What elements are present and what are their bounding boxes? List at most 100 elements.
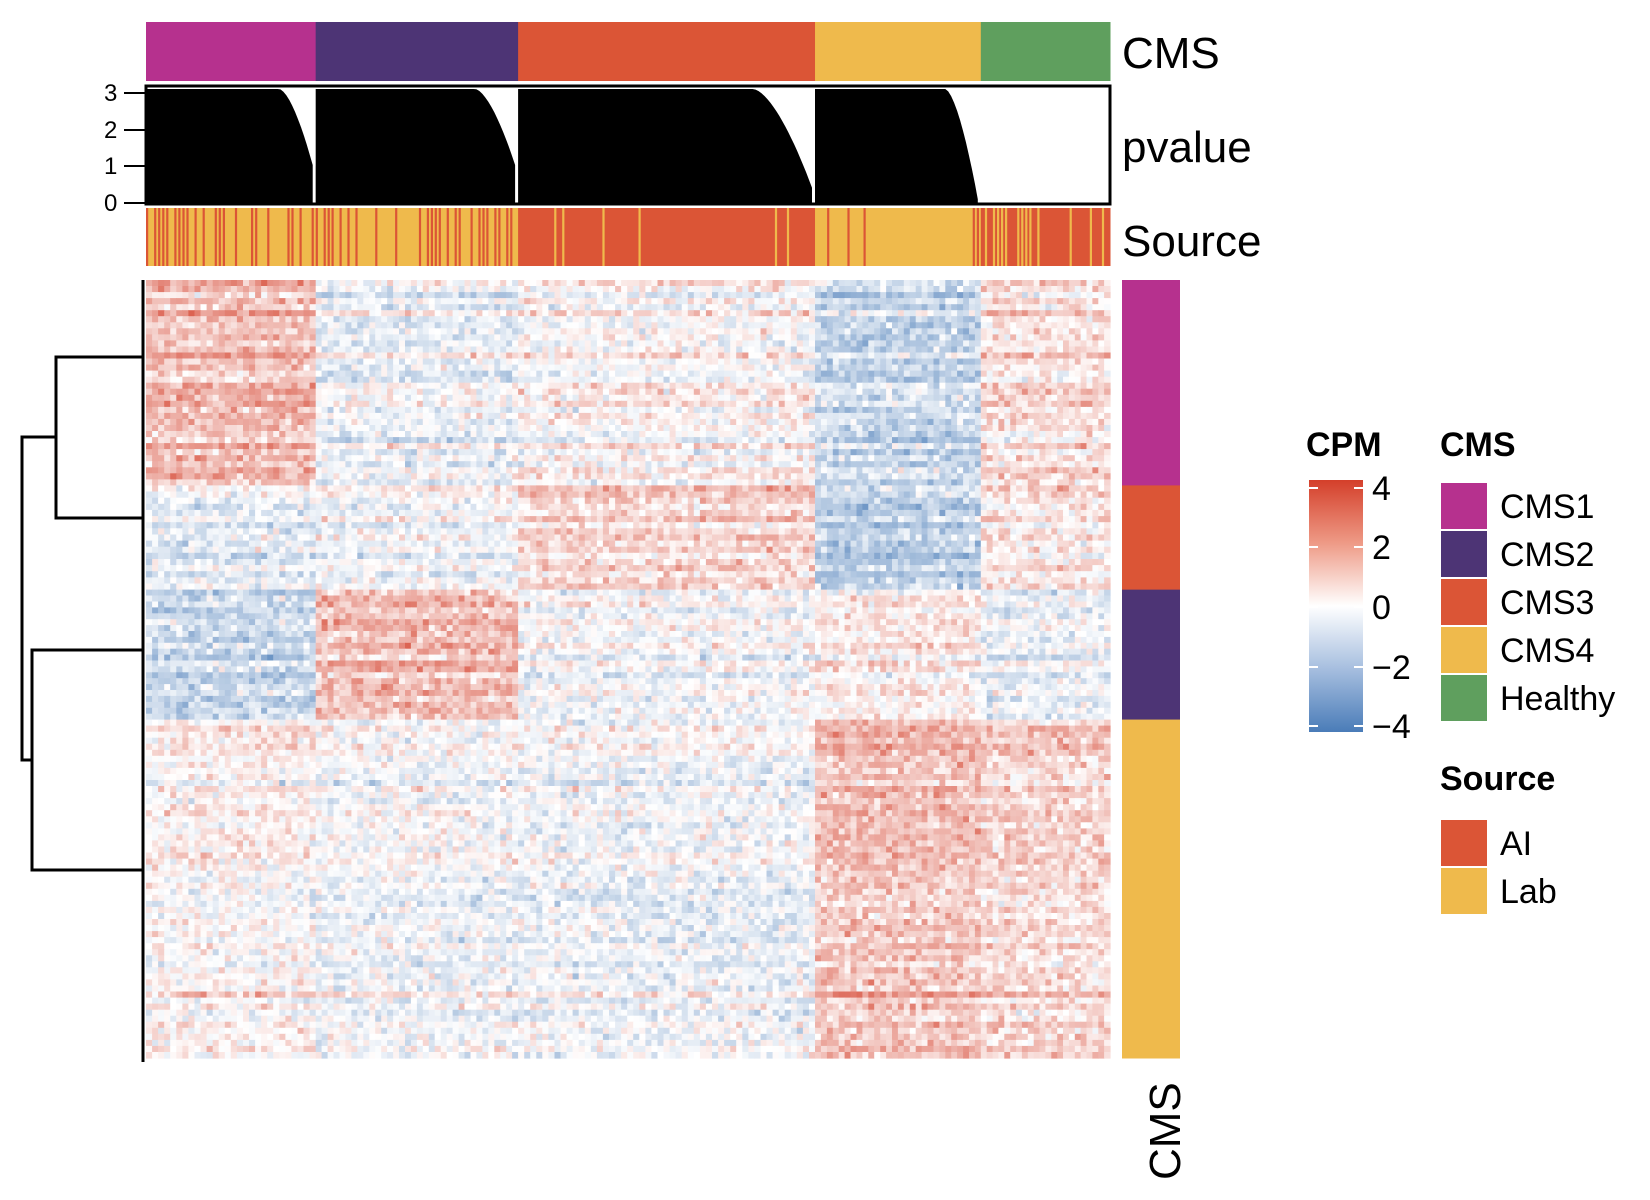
heatmap-cell [992, 388, 1000, 396]
heatmap-cell [596, 382, 604, 390]
heatmap-cell [609, 298, 616, 305]
heatmap-cell [200, 286, 208, 293]
heatmap-cell [273, 280, 280, 287]
heatmap-cell [560, 340, 568, 347]
heatmap-cell [712, 280, 719, 287]
heatmap-cell [1068, 376, 1076, 384]
heatmap-cell [206, 412, 214, 420]
heatmap-cell [399, 310, 406, 317]
heatmap-cell [796, 280, 804, 287]
heatmap-cell [464, 376, 472, 384]
heatmap-cell [1074, 406, 1082, 414]
heatmap-cell [584, 286, 592, 293]
heatmap-cell [809, 412, 816, 420]
heatmap-cell [554, 425, 562, 432]
heatmap-cell [482, 292, 489, 299]
heatmap-cell [886, 316, 893, 323]
heatmap-cell [351, 364, 358, 372]
heatmap-cell [351, 304, 358, 311]
heatmap-cell [1039, 286, 1046, 293]
heatmap-cell [279, 316, 286, 323]
heatmap-cell [267, 376, 274, 384]
heatmap-cell [687, 304, 695, 311]
heatmap-cell [784, 328, 792, 335]
heatmap-cell [974, 406, 982, 414]
heatmap-cell [1104, 292, 1111, 299]
heatmap-cell [951, 425, 958, 432]
heatmap-cell [176, 334, 183, 341]
heatmap-cell [730, 455, 737, 462]
heatmap-cell [651, 364, 659, 372]
heatmap-cell [182, 310, 190, 317]
heatmap-cell [1027, 425, 1035, 432]
heatmap-cell [957, 382, 964, 390]
heatmap-cell [633, 382, 640, 390]
source-stripe [166, 208, 169, 266]
heatmap-cell [500, 382, 507, 390]
heatmap-cell [548, 292, 556, 299]
heatmap-cell [1074, 364, 1082, 372]
heatmap-cell [724, 358, 731, 366]
heatmap-cell [712, 334, 719, 341]
heatmap-cell [363, 376, 370, 384]
heatmap-cell [1016, 394, 1023, 402]
heatmap-cell [633, 455, 640, 462]
heatmap-cell [832, 406, 840, 414]
heatmap-cell [645, 400, 653, 408]
heatmap-cell [838, 328, 846, 335]
heatmap-cell [1080, 431, 1088, 438]
heatmap-cell [1074, 437, 1082, 444]
heatmap-cell [476, 449, 483, 456]
heatmap-cell [182, 340, 190, 347]
heatmap-cell [790, 334, 798, 341]
heatmap-cell [609, 346, 616, 354]
heatmap-cell [182, 334, 190, 341]
heatmap-cell [536, 322, 543, 329]
heatmap-cell [609, 443, 616, 450]
heatmap-cell [850, 322, 857, 329]
heatmap-cell [488, 437, 495, 444]
heatmap-cell [267, 316, 274, 323]
heatmap-cell [1104, 364, 1111, 372]
heatmap-cell [194, 431, 202, 438]
heatmap-cell [182, 328, 190, 335]
heatmap-cell [1027, 322, 1035, 329]
heatmap-cell [1092, 364, 1099, 372]
heatmap-cell [760, 437, 768, 444]
heatmap-cell [868, 346, 875, 354]
heatmap-cell [809, 358, 816, 366]
heatmap-cell [730, 412, 737, 420]
heatmap-cell [992, 382, 1000, 390]
heatmap-cell [766, 388, 774, 396]
heatmap-cell [297, 382, 305, 390]
heatmap-cell [170, 382, 177, 390]
heatmap-cell [992, 370, 1000, 378]
heatmap-cell [621, 352, 628, 360]
heatmap-cell [279, 400, 286, 408]
heatmap-cell [212, 352, 220, 360]
heatmap-cell [856, 310, 863, 317]
heatmap-cell [802, 328, 810, 335]
heatmap-cell [146, 316, 153, 323]
heatmap-cell [868, 286, 875, 293]
heatmap-cell [699, 304, 707, 311]
heatmap-cell [874, 400, 881, 408]
heatmap-cell [548, 418, 556, 426]
heatmap-cell [548, 280, 556, 287]
heatmap-cell [730, 310, 737, 317]
heatmap-cell [663, 346, 671, 354]
heatmap-cell [621, 310, 628, 317]
heatmap-cell [992, 449, 1000, 456]
heatmap-cell [909, 292, 917, 299]
heatmap-cell [909, 425, 917, 432]
heatmap-cell [333, 455, 341, 462]
heatmap-cell [957, 437, 964, 444]
heatmap-cell [681, 425, 689, 432]
heatmap-cell [892, 449, 899, 456]
heatmap-cell [736, 449, 743, 456]
heatmap-cell [297, 352, 305, 360]
heatmap-cell [482, 340, 489, 347]
heatmap-cell [1045, 406, 1052, 414]
heatmap-cell [512, 388, 519, 396]
heatmap-cell [1004, 304, 1011, 311]
